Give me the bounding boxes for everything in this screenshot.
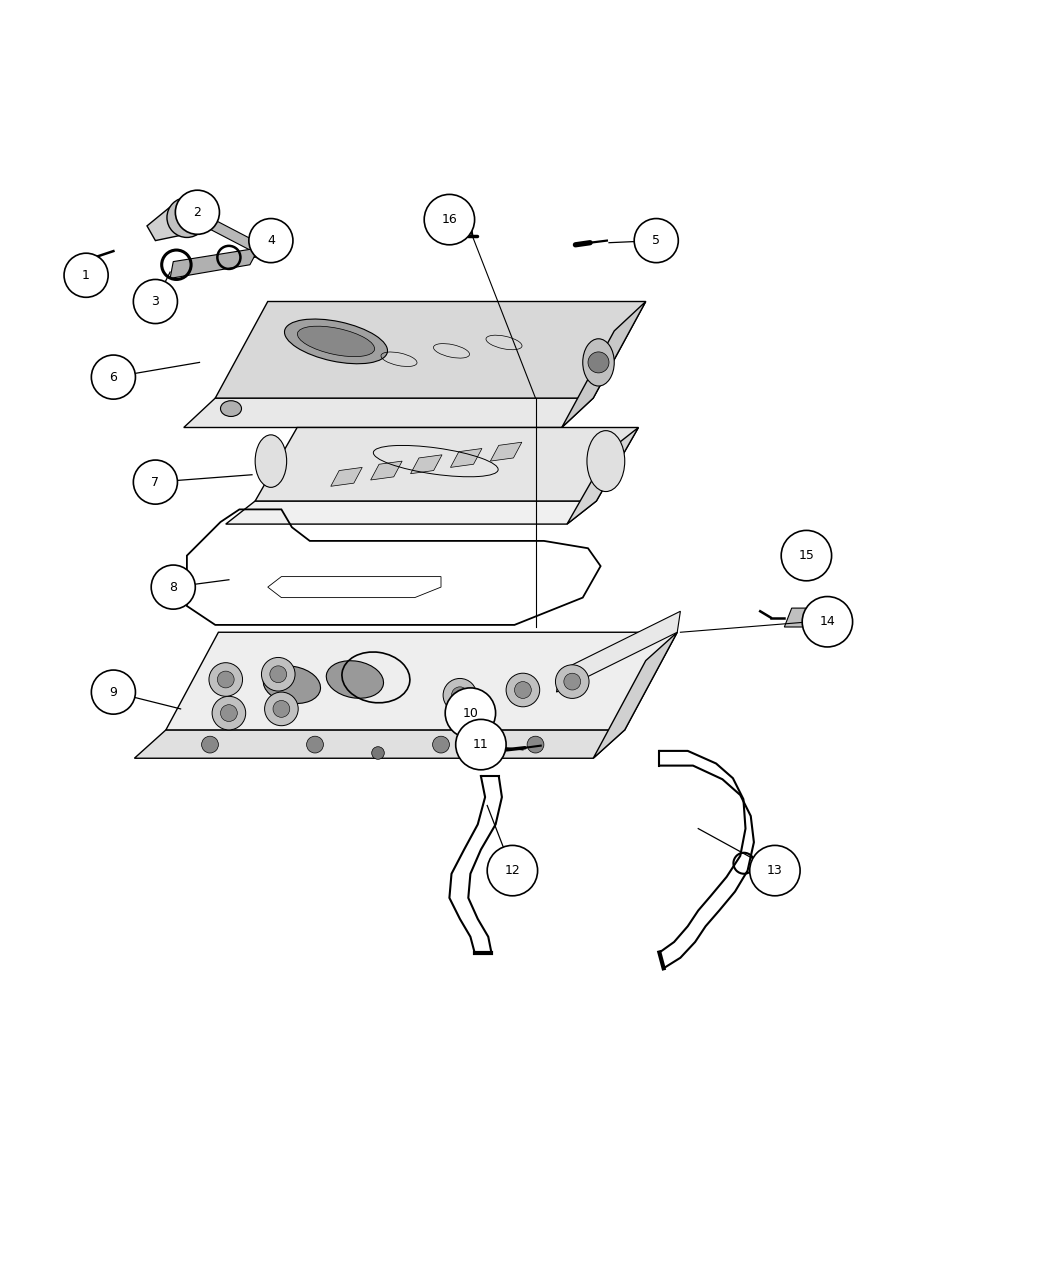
Circle shape [802,597,853,646]
Polygon shape [567,427,638,524]
Text: 16: 16 [441,213,458,226]
Ellipse shape [327,660,383,699]
Text: 4: 4 [267,235,275,247]
Polygon shape [184,398,593,427]
Polygon shape [215,301,646,398]
Circle shape [456,719,506,770]
Circle shape [634,218,678,263]
Ellipse shape [220,400,242,417]
Circle shape [91,354,135,399]
Ellipse shape [583,339,614,386]
Text: 11: 11 [472,738,489,751]
Circle shape [202,736,218,754]
Circle shape [167,198,207,237]
Polygon shape [202,218,260,251]
Circle shape [217,671,234,688]
Circle shape [265,692,298,725]
Text: 7: 7 [151,476,160,488]
Circle shape [506,673,540,706]
Text: 1: 1 [82,269,90,282]
Circle shape [133,460,177,504]
Circle shape [514,682,531,699]
Text: 9: 9 [109,686,118,699]
Polygon shape [254,242,281,258]
Polygon shape [371,462,402,479]
Circle shape [261,658,295,691]
Circle shape [527,736,544,754]
Polygon shape [593,632,677,759]
Polygon shape [784,608,834,627]
Ellipse shape [587,431,625,492]
Circle shape [220,705,237,722]
Circle shape [564,673,581,690]
Circle shape [212,696,246,729]
Circle shape [177,208,196,227]
Circle shape [433,736,449,754]
Circle shape [555,664,589,699]
Circle shape [133,279,177,324]
Polygon shape [450,449,482,468]
Circle shape [151,565,195,609]
Text: 6: 6 [109,371,118,384]
Circle shape [270,666,287,682]
Polygon shape [490,442,522,462]
Polygon shape [147,194,208,241]
Text: 15: 15 [798,550,815,562]
Ellipse shape [264,666,320,704]
Text: 12: 12 [504,864,521,877]
Circle shape [307,736,323,754]
Polygon shape [562,301,646,427]
Polygon shape [134,729,625,759]
Circle shape [91,671,135,714]
Ellipse shape [297,326,375,357]
Circle shape [452,687,468,704]
Circle shape [249,218,293,263]
Polygon shape [331,468,362,486]
Text: 5: 5 [652,235,660,247]
Polygon shape [255,427,638,501]
Circle shape [443,678,477,711]
Text: 14: 14 [820,616,836,629]
Text: 3: 3 [151,295,160,309]
Circle shape [588,352,609,372]
Circle shape [372,747,384,760]
Text: 13: 13 [766,864,782,877]
Text: 2: 2 [193,205,202,219]
Circle shape [273,700,290,718]
Circle shape [487,845,538,896]
Circle shape [64,254,108,297]
Polygon shape [556,611,680,692]
Polygon shape [226,501,596,524]
Circle shape [209,663,243,696]
Circle shape [750,845,800,896]
Ellipse shape [285,319,387,363]
Ellipse shape [255,435,287,487]
Circle shape [445,688,496,738]
Circle shape [424,194,475,245]
Polygon shape [170,249,257,278]
Polygon shape [166,632,677,729]
Circle shape [175,190,219,235]
Circle shape [781,530,832,581]
Polygon shape [411,455,442,474]
Text: 8: 8 [169,580,177,594]
Text: 10: 10 [462,706,479,719]
